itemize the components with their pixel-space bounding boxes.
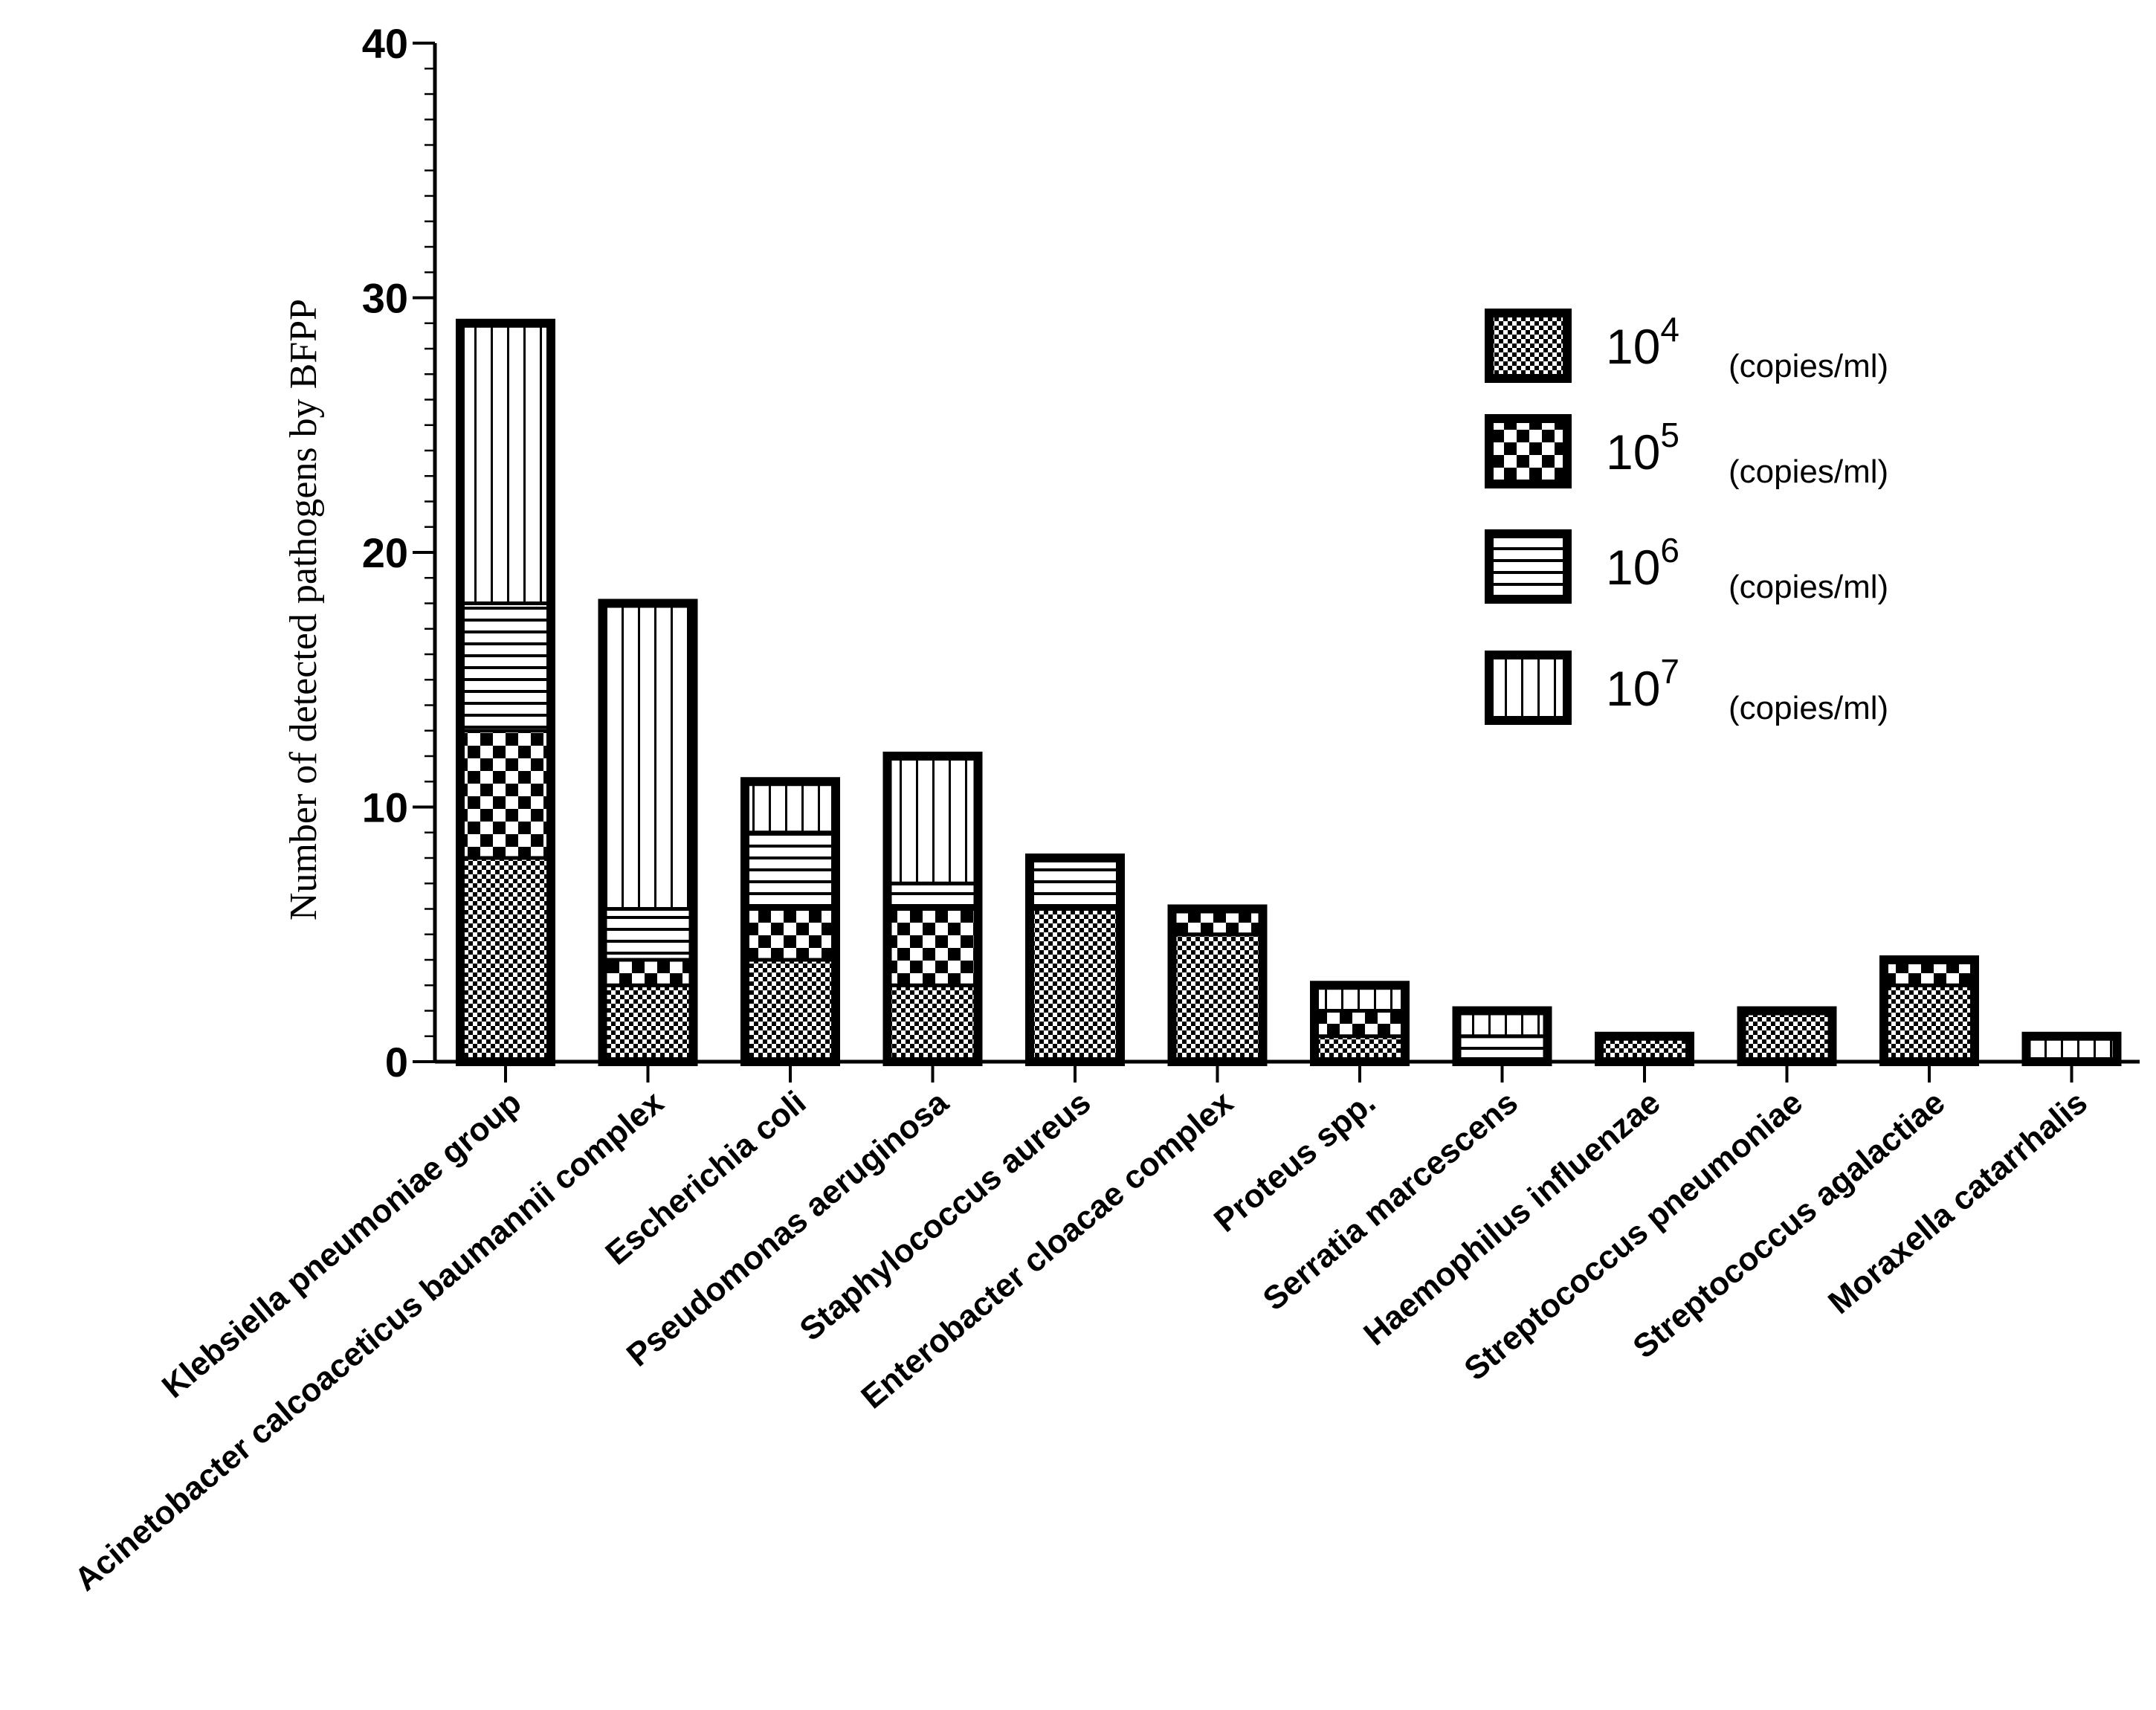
category-label: Moraxella catarrhalis: [1821, 1084, 2094, 1321]
bar-segment: [601, 601, 695, 911]
legend: 104 (copies/ml) 105 (copies/ml) 106 (copies/m…: [1485, 309, 1888, 726]
bar-stack: [1879, 955, 1979, 1066]
bar-stack: [1167, 904, 1268, 1066]
bar-stack: [882, 752, 983, 1066]
category-label: Staphylococcus aureus: [793, 1084, 1098, 1348]
y-tick-label: 0: [385, 1039, 408, 1085]
bar-outline: [1310, 981, 1410, 1066]
bar-segment: [458, 601, 553, 733]
bar-segment: [458, 729, 553, 860]
legend-exponent: 4: [1660, 310, 1679, 349]
legend-swatch: [1485, 529, 1572, 604]
bar-segment: [1027, 856, 1123, 911]
bar-segment: [601, 983, 695, 1064]
bar-segment: [1740, 1009, 1834, 1064]
bar-outline: [2021, 1031, 2122, 1066]
bar-stack: [1595, 1031, 1694, 1066]
bar-stack: [1452, 1006, 1552, 1066]
bar-outline: [740, 777, 840, 1066]
bar-segment: [885, 754, 980, 885]
bar-segment: [1882, 983, 1977, 1064]
bar-segment: [885, 907, 980, 987]
legend-label: 106: [1606, 531, 1679, 595]
bar-segment: [743, 830, 838, 911]
legend-unit: (copies/ml): [1729, 348, 1888, 384]
bar-outline: [456, 318, 555, 1066]
bar-stack: [456, 318, 555, 1066]
bar-stack: [1310, 981, 1410, 1066]
bar-segment: [1170, 932, 1265, 1064]
bar-outline: [598, 598, 698, 1066]
bar-segment: [601, 907, 695, 962]
bar-stack: [598, 598, 698, 1066]
legend-swatch: [1485, 651, 1572, 725]
legend-unit: (copies/ml): [1729, 569, 1888, 605]
legend-exponent: 6: [1660, 531, 1679, 570]
category-label: Haemophilus influenzae: [1357, 1084, 1667, 1352]
bar-outline: [1737, 1006, 1837, 1066]
category-labels: Klebsiella pneumoniae groupAcinetobacter…: [68, 1084, 2094, 1598]
bar-stack: [1737, 1006, 1837, 1066]
bar-outline: [1452, 1006, 1552, 1066]
y-axis-label: Number of detected pathogens by BFPP: [283, 299, 325, 920]
bar-stack: [2021, 1031, 2122, 1066]
y-tick-label: 30: [362, 275, 408, 322]
bar-outline: [1025, 854, 1125, 1066]
bar-segment: [885, 881, 980, 911]
y-axis: 0 10 20 30 40: [362, 20, 437, 1085]
bar-segment: [601, 958, 695, 987]
bar-segment: [458, 321, 553, 605]
legend-label: 105: [1606, 416, 1679, 480]
legend-label: 107: [1606, 652, 1679, 716]
bar-segment: [885, 983, 980, 1064]
bar-segment: [1027, 907, 1123, 1064]
bar-outline: [882, 752, 983, 1066]
legend-unit: (copies/ml): [1729, 690, 1888, 726]
x-axis: [435, 1059, 2140, 1083]
legend-swatch: [1485, 309, 1572, 383]
legend-item: 105 (copies/ml): [1485, 414, 1888, 490]
category-label: Acinetobacter calcoaceticus baumannii co…: [68, 1084, 671, 1598]
legend-unit: (copies/ml): [1729, 454, 1888, 490]
legend-item: 106 (copies/ml): [1485, 529, 1888, 605]
legend-label: 104: [1606, 310, 1679, 374]
y-tick-label: 10: [362, 784, 408, 831]
bar-segment: [1312, 1009, 1407, 1039]
bar-stack: [740, 777, 840, 1066]
bar-outline: [1595, 1031, 1694, 1066]
legend-exponent: 7: [1660, 652, 1679, 691]
legend-item: 104 (copies/ml): [1485, 309, 1888, 384]
bar-stack: [1025, 854, 1125, 1066]
legend-swatch: [1485, 414, 1572, 488]
legend-exponent: 5: [1660, 416, 1679, 454]
category-label: Serratia marcescens: [1256, 1084, 1525, 1317]
bars: [456, 318, 2122, 1066]
bar-segment: [458, 856, 553, 1064]
bar-outline: [1879, 955, 1979, 1066]
bar-segment: [743, 779, 838, 835]
bar-segment: [743, 958, 838, 1064]
y-tick-label: 40: [362, 20, 408, 67]
legend-item: 107 (copies/ml): [1485, 651, 1888, 726]
bar-segment: [743, 907, 838, 962]
bar-outline: [1167, 904, 1268, 1066]
y-tick-label: 20: [362, 529, 408, 576]
